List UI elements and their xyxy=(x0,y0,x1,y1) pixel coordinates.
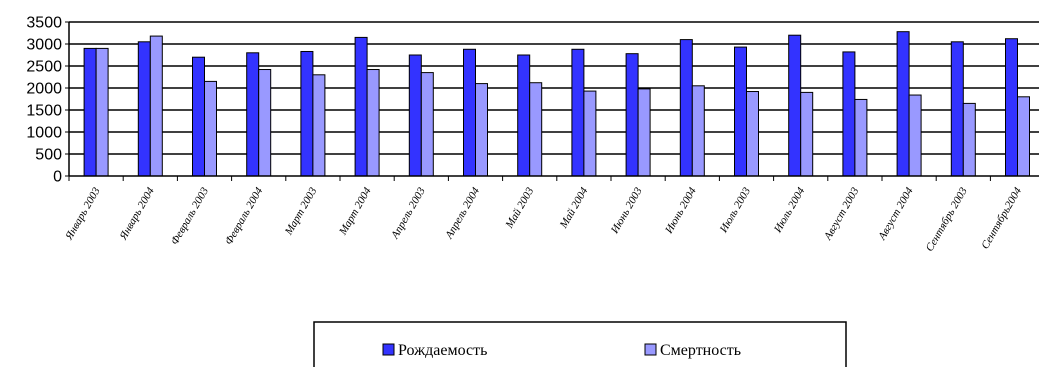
bar-rozhdaemost xyxy=(137,41,151,177)
x-category-label: Апрель 2003 xyxy=(389,185,429,242)
y-tick-label: 2000 xyxy=(26,81,62,98)
bar-rozhdaemost xyxy=(192,56,205,177)
legend: Рождаемость Смертность xyxy=(313,321,847,367)
x-axis: Январь 2003 Январь 2004 Февраль 2003 Феврал… xyxy=(63,175,1039,254)
x-category-label: Январь 2004 xyxy=(117,185,157,243)
x-category-label: Август 2003 xyxy=(821,185,861,243)
bar-smertnost xyxy=(475,83,488,177)
bar-rozhdaemost xyxy=(734,46,747,177)
y-tick-label: 2500 xyxy=(26,59,62,76)
x-category-label: Июль 2004 xyxy=(771,185,807,236)
x-category-label: Март 2003 xyxy=(282,185,319,238)
x-category-label: Январь 2003 xyxy=(63,185,103,243)
bar-rozhdaemost xyxy=(300,50,314,177)
bar-rozhdaemost xyxy=(950,41,964,177)
y-axis: 0 500 1000 1500 2000 2500 3000 3500 xyxy=(26,15,70,186)
y-tick-label: 1000 xyxy=(26,125,62,142)
x-category-label: Июль 2003 xyxy=(717,185,753,236)
bar-rozhdaemost xyxy=(246,52,260,177)
gridlines xyxy=(69,21,1039,155)
bar-rozhdaemost xyxy=(625,53,639,177)
x-category-label: Февраль 2003 xyxy=(169,185,212,247)
x-category-label: Апрель 2004 xyxy=(443,185,483,242)
legend-swatch-rozhdaemost xyxy=(382,343,395,356)
bar-rozhdaemost xyxy=(517,54,531,177)
bar-rozhdaemost xyxy=(842,51,856,177)
y-tick-label: 3500 xyxy=(26,15,62,32)
x-category-label: Сентябрь2004 xyxy=(979,185,1024,251)
x-category-label: Февраль 2004 xyxy=(223,185,266,247)
bar-smertnost xyxy=(204,80,217,177)
x-category-label: Сентябрь 2003 xyxy=(924,185,971,254)
bar-smertnost xyxy=(258,69,272,177)
bar-smertnost xyxy=(1017,96,1030,177)
bar-smertnost xyxy=(583,90,597,177)
bar-smertnost xyxy=(149,35,163,177)
bar-smertnost xyxy=(962,102,976,177)
y-tick-label: 1500 xyxy=(26,103,62,120)
x-category-label: Май 2004 xyxy=(557,185,591,231)
bar-smertnost xyxy=(854,98,868,177)
x-category-label: Июнь 2004 xyxy=(663,185,700,236)
bar-smertnost xyxy=(420,72,434,177)
bar-smertnost xyxy=(366,69,380,177)
y-tick-label: 0 xyxy=(53,169,62,186)
y-tick-label: 500 xyxy=(35,147,62,164)
bar-rozhdaemost xyxy=(788,34,802,177)
bar-rozhdaemost xyxy=(571,48,585,177)
bar-rozhdaemost xyxy=(408,54,422,177)
bar-smertnost xyxy=(800,91,814,177)
bar-smertnost xyxy=(691,85,705,177)
bar-rozhdaemost xyxy=(463,48,476,177)
bar-rozhdaemost xyxy=(354,36,368,177)
x-category-label: Август 2004 xyxy=(876,185,916,243)
legend-label-smertnost: Смертность xyxy=(660,342,741,359)
bar-smertnost xyxy=(95,47,109,177)
bar-rozhdaemost xyxy=(679,39,693,177)
bar-smertnost xyxy=(746,91,759,177)
legend-label-rozhdaemost: Рождаемость xyxy=(398,342,487,359)
x-category-label: Май 2003 xyxy=(503,185,537,231)
bar-rozhdaemost xyxy=(896,31,910,177)
legend-box xyxy=(313,321,847,367)
x-category-label: Март 2004 xyxy=(337,185,374,238)
bar-smertnost xyxy=(312,74,326,177)
y-tick-label: 3000 xyxy=(26,37,62,54)
legend-swatch-smertnost xyxy=(644,343,657,356)
bar-smertnost xyxy=(637,88,651,177)
bar-smertnost xyxy=(529,82,543,177)
x-category-label: Июнь 2003 xyxy=(608,185,645,236)
bar-rozhdaemost xyxy=(83,47,97,177)
bars xyxy=(83,31,1030,177)
bar-smertnost xyxy=(908,94,922,177)
bar-rozhdaemost xyxy=(1005,38,1018,177)
